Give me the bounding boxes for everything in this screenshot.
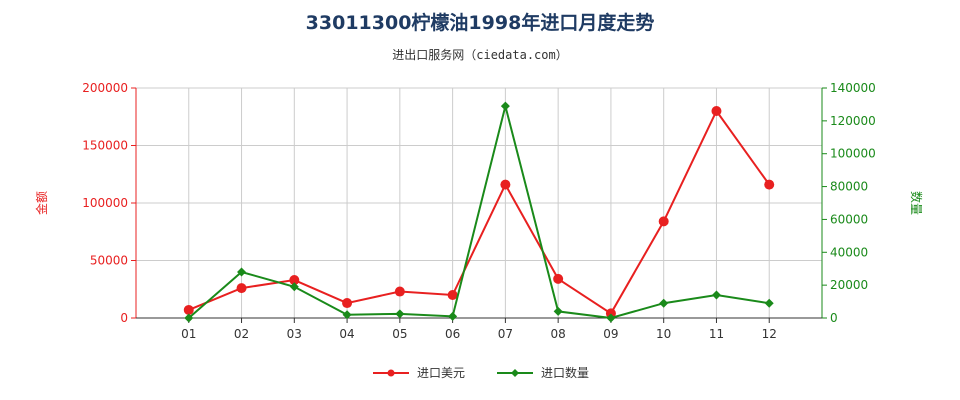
series-line-usd	[188, 109, 771, 315]
y-right-tick-label: 0	[830, 311, 838, 325]
x-tick-label: 04	[339, 327, 354, 341]
y-left-tick-label: 150000	[82, 139, 128, 153]
x-tick-label: 05	[392, 327, 407, 341]
point-qty-10	[659, 298, 669, 308]
y-right-tick-label: 80000	[830, 180, 868, 194]
point-qty-02	[237, 267, 247, 277]
y-left-tick-label: 100000	[82, 196, 128, 210]
point-usd-10	[658, 216, 669, 227]
legend-swatch-qty	[497, 368, 533, 377]
y-right-tick-label: 100000	[830, 147, 876, 161]
point-usd-01	[183, 304, 194, 315]
legend-label-usd: 进口美元	[416, 366, 465, 380]
legend: 进口美元 进口数量	[0, 364, 960, 381]
x-tick-label: 03	[287, 327, 302, 341]
legend-item-qty[interactable]: 进口数量	[495, 364, 589, 381]
point-qty-05	[395, 309, 405, 319]
point-qty-04	[342, 310, 352, 320]
chart-title: 33011300柠檬油1998年进口月度走势	[305, 12, 655, 34]
point-usd-06	[447, 290, 458, 300]
point-qty-06	[448, 311, 458, 321]
point-usd-11	[711, 106, 722, 116]
x-tick-label: 01	[181, 327, 196, 341]
y-right-tick-label: 60000	[830, 212, 868, 226]
legend-swatch-usd	[372, 369, 409, 376]
point-qty-11	[711, 290, 721, 300]
point-usd-03	[289, 275, 300, 286]
x-tick-label: 12	[762, 327, 777, 341]
legend-item-usd[interactable]: 进口美元	[371, 364, 465, 381]
x-tick-label: 11	[709, 327, 724, 341]
point-qty-03	[289, 282, 299, 292]
x-tick-label: 08	[551, 327, 566, 341]
x-tick-label: 06	[445, 327, 460, 341]
point-usd-09	[605, 308, 616, 319]
y-left-tick-label: 0	[120, 311, 128, 325]
point-qty-07	[500, 101, 510, 111]
y-left-axis-title: 金额	[34, 191, 49, 215]
legend-label-qty: 进口数量	[541, 366, 590, 380]
y-right-axis-title: 数量	[909, 191, 924, 215]
y-left-tick-label: 200000	[82, 81, 128, 95]
y-right-tick-label: 120000	[830, 114, 876, 128]
point-usd-05	[394, 286, 405, 297]
point-qty-12	[764, 298, 774, 308]
point-usd-02	[236, 283, 247, 294]
x-tick-label: 07	[498, 327, 513, 341]
point-usd-07	[500, 179, 511, 190]
point-qty-01	[184, 313, 194, 323]
y-right-tick-label: 20000	[830, 278, 868, 292]
y-left-tick-label: 50000	[90, 254, 128, 268]
point-qty-08	[553, 306, 563, 316]
point-usd-12	[764, 179, 775, 190]
x-tick-label: 02	[234, 327, 249, 341]
point-qty-09	[606, 313, 616, 323]
series-line-qty	[188, 105, 770, 320]
point-usd-04	[342, 298, 353, 309]
x-tick-label: 09	[603, 327, 618, 341]
point-usd-08	[553, 273, 564, 284]
y-right-tick-label: 140000	[830, 81, 876, 95]
y-right-tick-label: 40000	[830, 245, 868, 259]
chart-subtitle: 进出口服务网（ciedata.com）	[392, 48, 568, 62]
x-tick-label: 10	[656, 327, 671, 341]
